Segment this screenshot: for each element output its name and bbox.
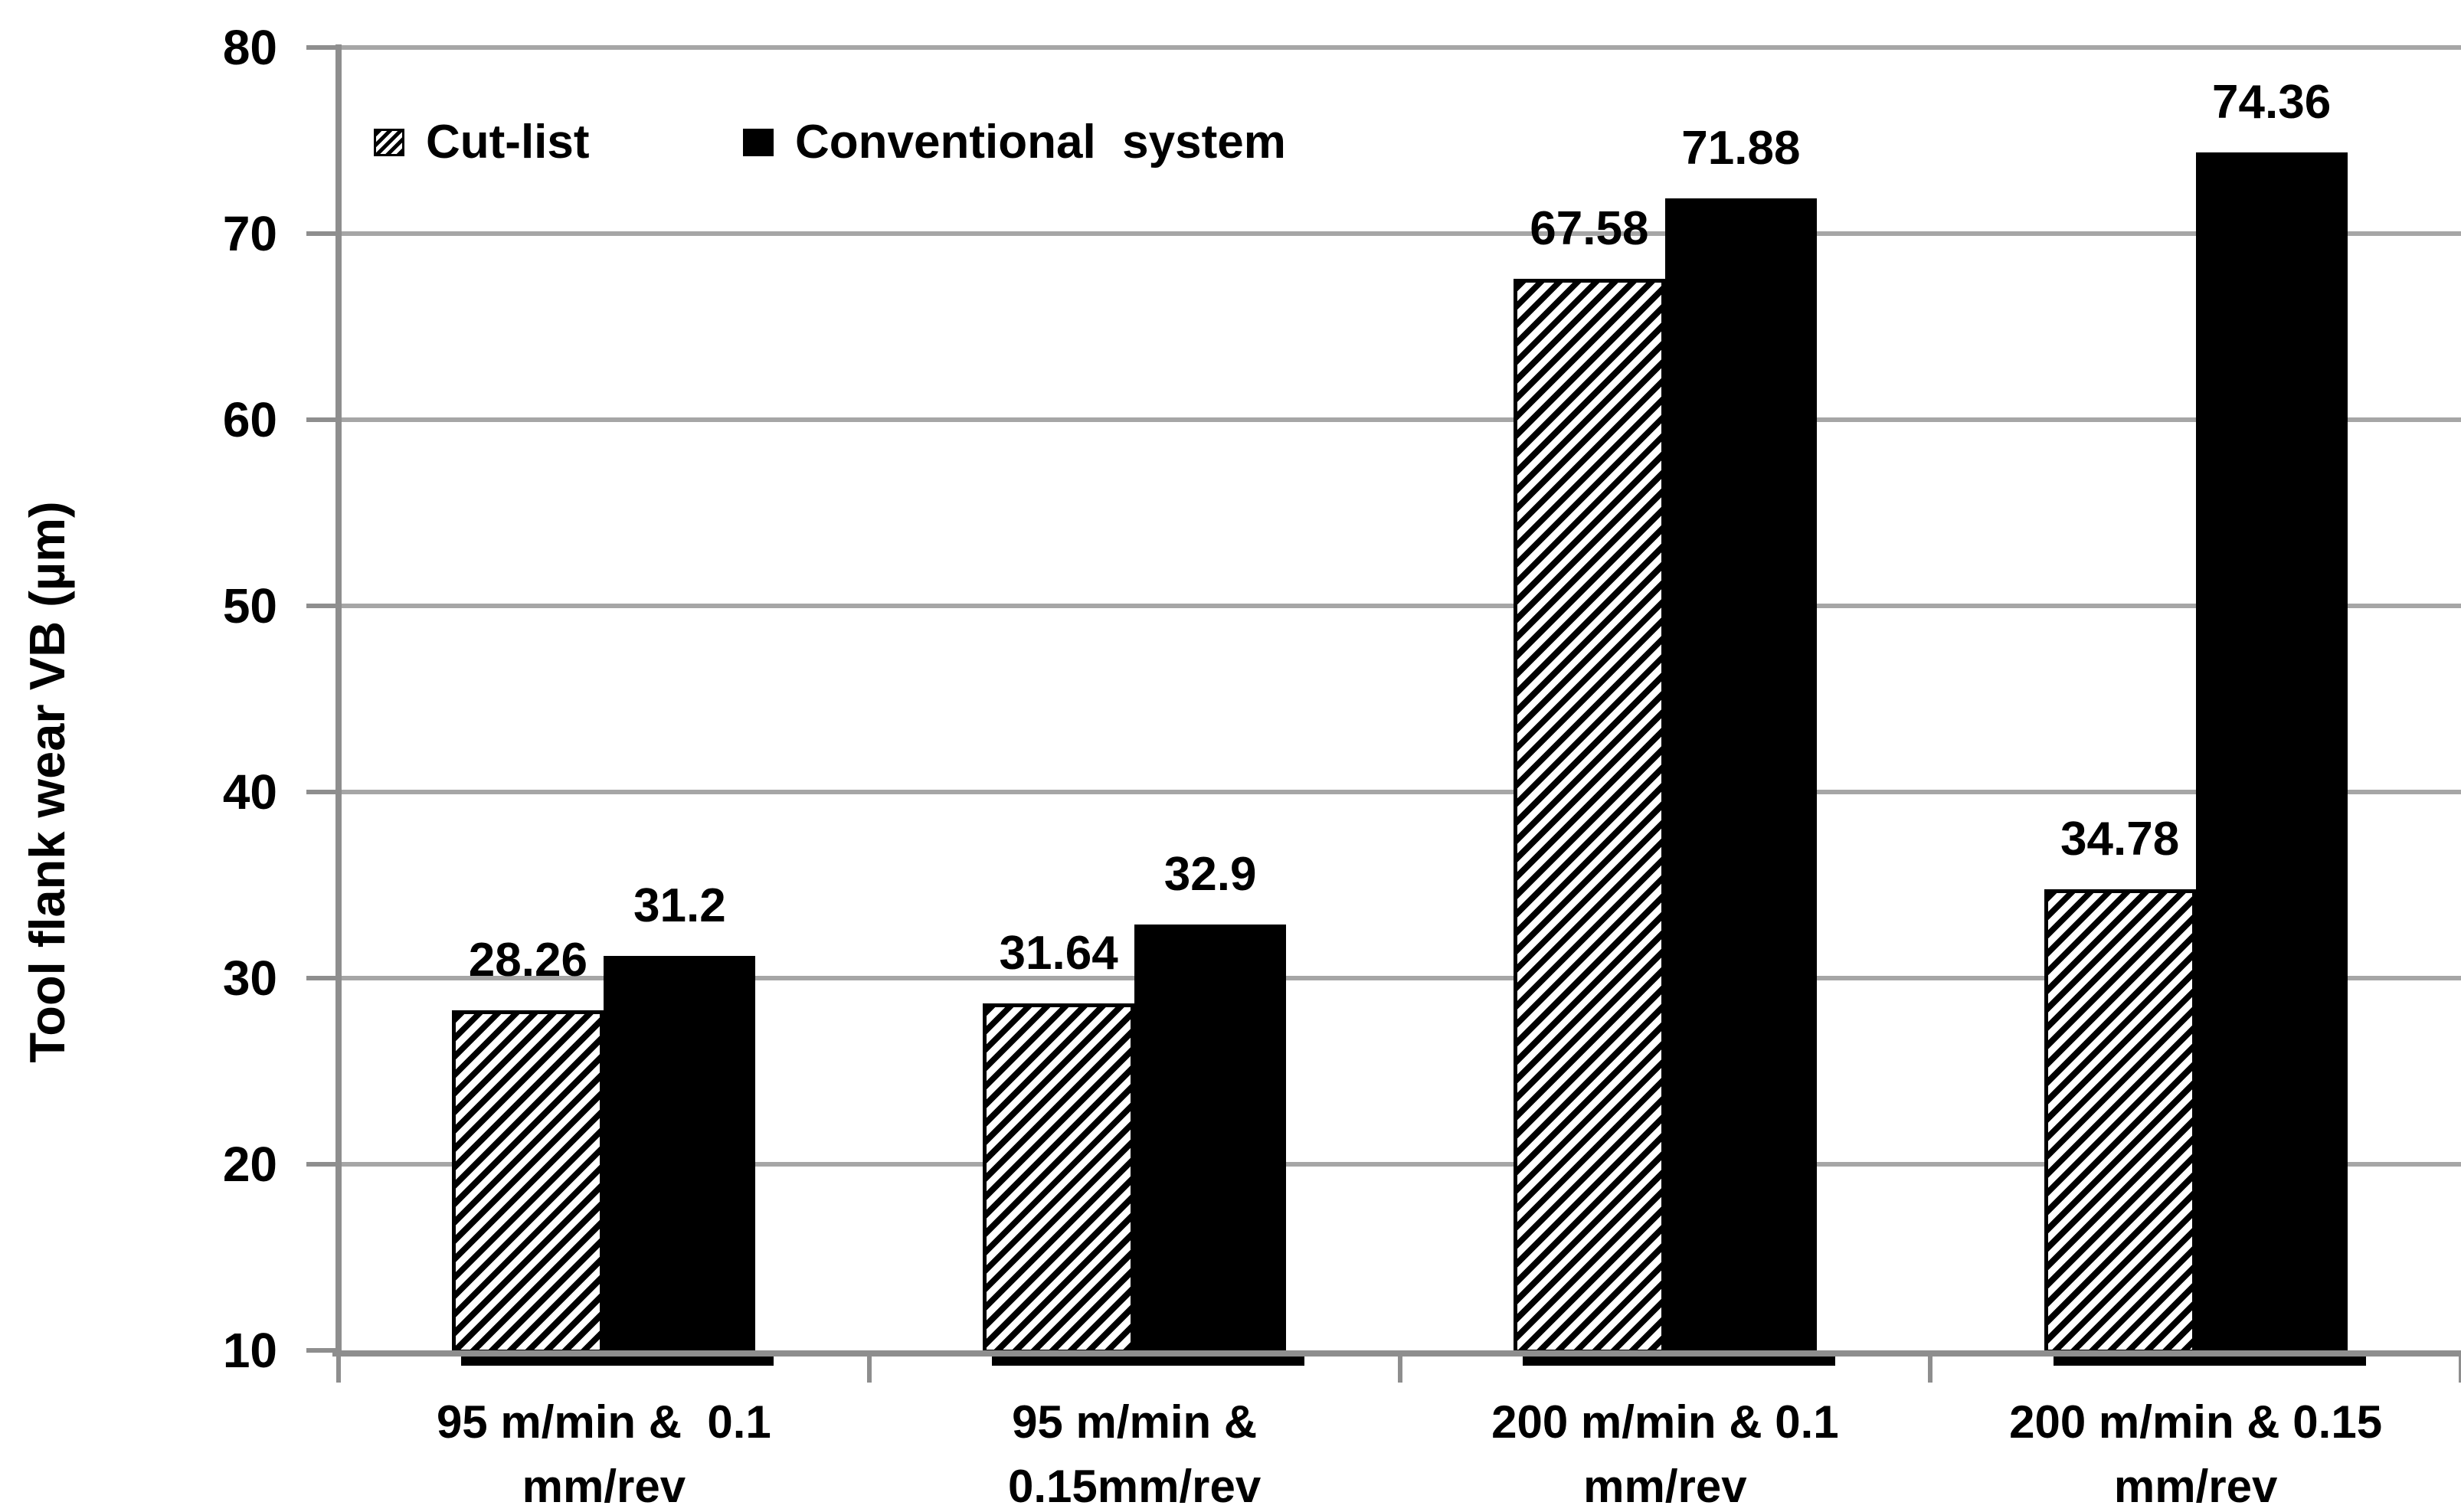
bar-value-label: 31.64	[999, 927, 1118, 980]
x-tick	[1928, 1357, 1933, 1383]
bar-conventional-system	[604, 955, 756, 1353]
y-gridline	[339, 976, 2461, 980]
legend-item-conventional-system: Conventional system	[743, 113, 1286, 172]
bar-cut-list	[2044, 889, 2196, 1353]
bar-conventional-system	[2195, 152, 2348, 1353]
legend-label-cut-list: Cut-list	[426, 116, 590, 169]
x-tick	[866, 1357, 872, 1383]
x-category-label: 95 m/min & 0.15mm/rev	[1008, 1396, 1262, 1512]
y-tick	[306, 1348, 335, 1353]
y-tick-label: 50	[222, 578, 277, 633]
bar-value-label: 34.78	[2060, 812, 2180, 866]
y-tick-label: 10	[222, 1323, 277, 1378]
bar-shadow	[461, 1355, 774, 1366]
y-tick-label: 80	[222, 20, 277, 75]
y-tick	[306, 231, 335, 236]
y-tick-label: 70	[222, 206, 277, 261]
bar-value-label: 67.58	[1530, 201, 1649, 255]
y-tick	[306, 790, 335, 794]
y-gridline	[339, 1162, 2461, 1167]
bar-value-label: 32.9	[1163, 847, 1257, 901]
x-category-label: 200 m/min & 0.15 mm/rev	[2009, 1396, 2383, 1512]
y-gridline	[339, 604, 2461, 608]
bar-shadow	[992, 1355, 1305, 1366]
bar-conventional-system	[1664, 198, 1817, 1353]
x-category-label: 95 m/min & 0.1 mm/rev	[436, 1396, 771, 1512]
y-axis-line	[335, 44, 342, 1357]
x-tick	[1397, 1357, 1402, 1383]
bar-value-label: 71.88	[1681, 122, 1801, 175]
y-tick-label: 40	[222, 764, 277, 820]
y-tick-label: 20	[222, 1137, 277, 1192]
bar-cut-list	[1513, 278, 1665, 1353]
legend-item-cut-list: Cut-list	[374, 113, 590, 172]
y-axis-title: Tool flank wear VB (µm)	[19, 501, 75, 1063]
bar-value-label: 74.36	[2212, 76, 2332, 129]
y-tick	[306, 45, 335, 50]
bar-value-label: 31.2	[633, 879, 726, 932]
bar-shadow	[2053, 1355, 2366, 1366]
y-tick	[306, 1162, 335, 1167]
y-tick	[306, 604, 335, 608]
x-tick	[336, 1357, 341, 1383]
y-gridline	[339, 417, 2461, 422]
y-tick-label: 30	[222, 951, 277, 1006]
y-gridline	[339, 231, 2461, 236]
legend-swatch-cut-list-hatch-icon	[374, 129, 404, 156]
bar-value-label: 28.26	[468, 934, 587, 987]
y-tick-label: 60	[222, 392, 277, 447]
y-gridline	[339, 790, 2461, 794]
bar-shadow	[1522, 1355, 1835, 1366]
bar-cut-list	[452, 1010, 604, 1353]
legend-swatch-conventional-solid-icon	[743, 129, 774, 156]
x-tick	[2459, 1357, 2461, 1383]
x-axis-line	[332, 1350, 2461, 1357]
y-tick	[306, 976, 335, 980]
legend-label-conventional-system: Conventional system	[795, 116, 1286, 169]
bar-cut-list	[983, 1003, 1135, 1353]
x-category-label: 200 m/min & 0.1 mm/rev	[1491, 1396, 1839, 1512]
bar-conventional-system	[1134, 924, 1287, 1353]
y-tick	[306, 417, 335, 422]
y-gridline	[339, 45, 2461, 50]
